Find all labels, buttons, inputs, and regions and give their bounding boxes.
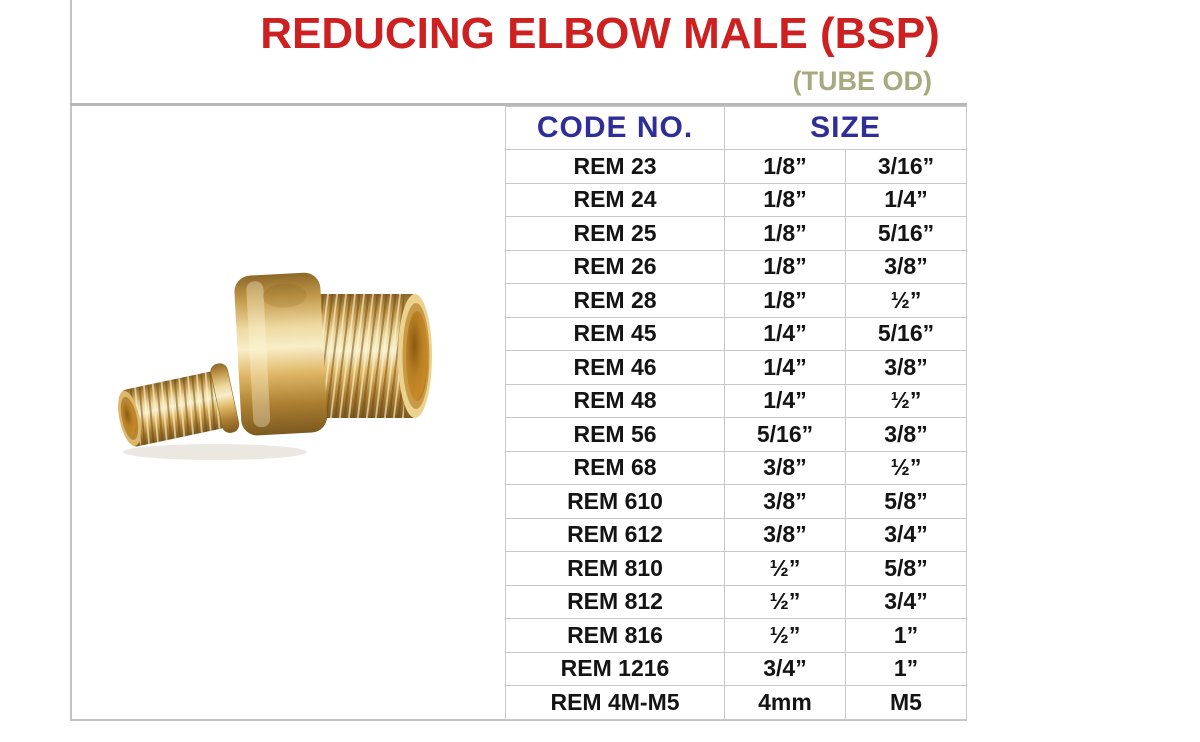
code-cell: REM 45: [505, 316, 725, 352]
table-row: REM 816 ½” 1”: [505, 618, 967, 653]
size2-cell: 5/16”: [845, 316, 967, 352]
table-row: REM 4M-M5 4mm M5: [505, 685, 967, 720]
table-row: REM 812 ½” 3/4”: [505, 584, 967, 620]
table-row: REM 25 1/8” 5/16”: [505, 216, 967, 251]
size2-cell: 1”: [845, 618, 967, 653]
code-cell: REM 28: [505, 283, 725, 318]
code-cell: REM 4M-M5: [505, 685, 725, 720]
code-cell: REM 26: [505, 249, 725, 285]
size1-cell: 5/16”: [724, 417, 846, 452]
table-row: REM 1216 3/4” 1”: [505, 651, 967, 687]
page-subtitle: (TUBE OD): [792, 66, 932, 96]
product-photo-brass-elbow: [110, 266, 458, 468]
code-cell: REM 23: [505, 149, 725, 184]
size1-cell: 1/4”: [724, 316, 846, 352]
size2-cell: 3/8”: [845, 350, 967, 385]
code-cell: REM 810: [505, 551, 725, 586]
code-cell: REM 25: [505, 216, 725, 251]
column-header-size: SIZE: [724, 106, 967, 150]
size1-cell: 3/4”: [724, 651, 846, 687]
size2-cell: ½”: [845, 450, 967, 486]
table-row: REM 56 5/16” 3/8”: [505, 417, 967, 452]
size2-cell: M5: [845, 685, 967, 720]
size2-cell: ½”: [845, 383, 967, 419]
size1-cell: 1/8”: [724, 182, 846, 218]
size2-cell: 1”: [845, 651, 967, 687]
size2-cell: 5/8”: [845, 484, 967, 519]
table-row: REM 28 1/8” ½”: [505, 283, 967, 318]
content-frame-bottom-rule: [70, 719, 967, 721]
code-cell: REM 46: [505, 350, 725, 385]
size1-cell: 1/8”: [724, 216, 846, 251]
table-row: REM 612 3/8” 3/4”: [505, 517, 967, 553]
table-row: REM 24 1/8” 1/4”: [505, 182, 967, 218]
code-cell: REM 1216: [505, 651, 725, 687]
size2-cell: 5/8”: [845, 551, 967, 586]
size1-cell: ½”: [724, 551, 846, 586]
size2-cell: 3/4”: [845, 517, 967, 553]
table-header-row: CODE NO. SIZE: [505, 106, 967, 150]
size1-cell: 1/8”: [724, 283, 846, 318]
table-body: REM 23 1/8” 3/16” REM 24 1/8” 1/4” REM 2…: [505, 149, 967, 720]
size1-cell: 3/8”: [724, 450, 846, 486]
size2-cell: 3/8”: [845, 417, 967, 452]
left-vertical-rule: [70, 0, 72, 721]
content-frame-top-rule: [70, 103, 967, 106]
table-row: REM 26 1/8” 3/8”: [505, 249, 967, 285]
code-cell: REM 68: [505, 450, 725, 486]
size1-cell: 3/8”: [724, 484, 846, 519]
table-row: REM 810 ½” 5/8”: [505, 551, 967, 586]
table-row: REM 68 3/8” ½”: [505, 450, 967, 486]
brass-elbow-illustration: [118, 272, 432, 460]
code-cell: REM 610: [505, 484, 725, 519]
code-cell: REM 48: [505, 383, 725, 419]
table-row: REM 610 3/8” 5/8”: [505, 484, 967, 519]
size2-cell: 3/8”: [845, 249, 967, 285]
size-table: CODE NO. SIZE REM 23 1/8” 3/16” REM 24 1…: [505, 106, 967, 720]
size2-cell: 3/16”: [845, 149, 967, 184]
table-row: REM 46 1/4” 3/8”: [505, 350, 967, 385]
size1-cell: 3/8”: [724, 517, 846, 553]
size1-cell: 1/8”: [724, 249, 846, 285]
size1-cell: 4mm: [724, 685, 846, 720]
table-row: REM 45 1/4” 5/16”: [505, 316, 967, 352]
size1-cell: ½”: [724, 584, 846, 620]
size2-cell: 3/4”: [845, 584, 967, 620]
size1-cell: ½”: [724, 618, 846, 653]
code-cell: REM 56: [505, 417, 725, 452]
size1-cell: 1/8”: [724, 149, 846, 184]
code-cell: REM 812: [505, 584, 725, 620]
code-cell: REM 816: [505, 618, 725, 653]
size1-cell: 1/4”: [724, 350, 846, 385]
size2-cell: 5/16”: [845, 216, 967, 251]
table-row: REM 48 1/4” ½”: [505, 383, 967, 419]
page-title: REDUCING ELBOW MALE (BSP): [260, 9, 940, 58]
code-cell: REM 24: [505, 182, 725, 218]
code-cell: REM 612: [505, 517, 725, 553]
size1-cell: 1/4”: [724, 383, 846, 419]
size2-cell: 1/4”: [845, 182, 967, 218]
column-header-code: CODE NO.: [505, 106, 725, 150]
table-row: REM 23 1/8” 3/16”: [505, 149, 967, 184]
size2-cell: ½”: [845, 283, 967, 318]
